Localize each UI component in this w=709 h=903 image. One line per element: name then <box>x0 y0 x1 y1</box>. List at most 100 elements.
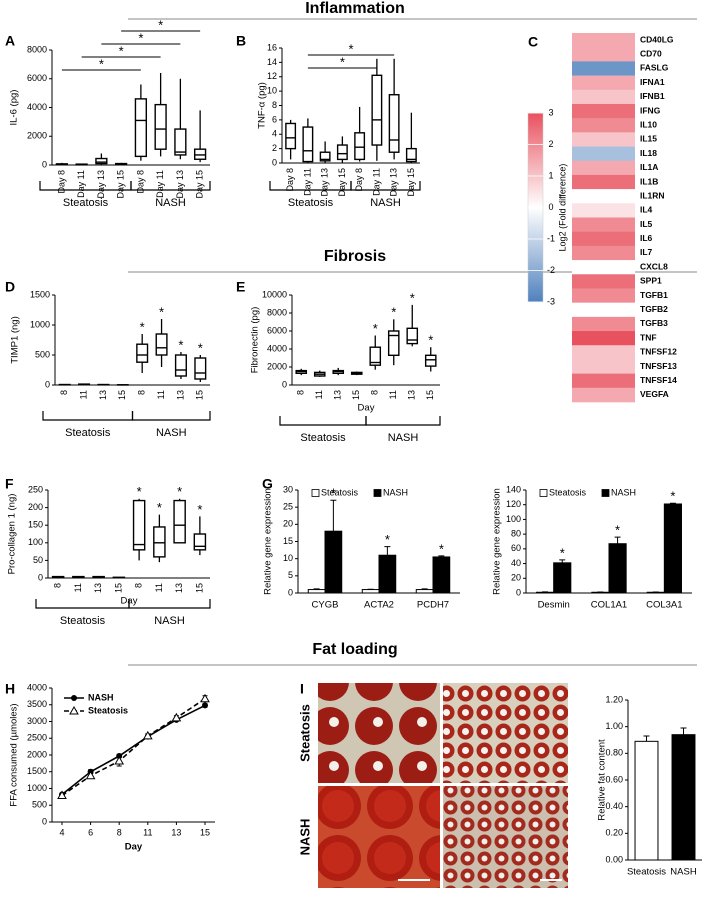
group-label: NASH <box>370 197 401 209</box>
box <box>405 147 417 163</box>
x-tick-label: 11 <box>388 390 398 399</box>
significance-star: * <box>157 500 162 515</box>
y-axis-label: FFA consumed (µmoles) <box>9 703 20 806</box>
gene-label: IFNG <box>640 105 661 115</box>
group-bracket <box>350 181 421 191</box>
heatmap-cell <box>572 331 635 346</box>
y-axis-label: IL-6 (pg) <box>9 90 20 126</box>
micrograph <box>443 683 568 783</box>
x-tick-label: Day 15 <box>406 168 416 197</box>
x-tick-label: Day 13 <box>96 170 106 199</box>
panel-label: A <box>5 33 15 49</box>
y-tick-label: 0.60 <box>605 774 623 784</box>
group-label: NASH <box>154 615 185 627</box>
gene-label: IFNA1 <box>640 77 665 87</box>
y-tick-label: 140 <box>506 484 521 494</box>
error-bar <box>330 499 337 532</box>
heatmap-cell <box>572 75 635 91</box>
y-tick-label: 5 <box>288 570 293 580</box>
group-label: Steatosis <box>288 197 334 209</box>
x-tick-label: NASH <box>670 867 697 878</box>
significance-star: * <box>615 523 620 538</box>
group-bracket <box>35 599 130 609</box>
panel-label: F <box>5 476 14 492</box>
gene-label: VEGFA <box>640 389 669 399</box>
gene-label: IL10 <box>640 120 657 130</box>
group-bracket <box>131 411 211 421</box>
heatmap-cell <box>572 132 635 147</box>
heatmap-cell <box>572 61 635 76</box>
y-tick-label: 10 <box>283 553 293 563</box>
y-tick-label: 4000 <box>27 682 47 692</box>
y-tick-label: 8000 <box>267 307 287 317</box>
y-tick-label: 0 <box>42 159 47 169</box>
heatmap-cell <box>572 274 635 289</box>
x-axis-label: Day <box>125 842 143 853</box>
legend-label: NASH <box>383 487 408 497</box>
box <box>174 354 187 377</box>
y-axis-label: Relative gene expression <box>492 488 503 595</box>
x-tick-label: 4 <box>59 827 64 837</box>
gene-label: TGFB1 <box>640 290 668 300</box>
x-tick-label: Day 11 <box>371 168 381 196</box>
y-tick-label: 2500 <box>27 733 47 743</box>
legend-label: Steatosis <box>321 487 359 497</box>
group-label: NASH <box>155 197 186 209</box>
y-tick-label: 2000 <box>27 131 47 141</box>
gene-label: TNFSF13 <box>640 361 677 371</box>
x-tick-label: 15 <box>200 827 210 837</box>
x-tick-label: Day 8 <box>354 168 364 192</box>
x-tick-label: Day 11 <box>76 170 86 198</box>
x-tick-label: 11 <box>314 390 324 399</box>
significance-star: * <box>670 489 675 504</box>
gene-label: CD40LG <box>640 34 674 44</box>
box <box>154 103 167 150</box>
y-tick-label: 80 <box>511 529 521 539</box>
y-tick-label: 25 <box>283 502 293 512</box>
box <box>285 122 297 150</box>
legend-swatch <box>601 489 610 497</box>
significance-star: * <box>99 56 104 71</box>
heatmap-cell <box>572 217 635 232</box>
y-tick-label: 1000 <box>27 783 47 793</box>
x-tick-label: Day 15 <box>337 168 347 197</box>
heatmap-cell <box>572 260 635 275</box>
bar <box>663 503 682 594</box>
y-tick-label: 1500 <box>27 766 47 776</box>
y-axis-label: Relative fat content <box>597 739 608 821</box>
x-tick-label: 13 <box>407 390 417 400</box>
significance-star: * <box>348 41 353 56</box>
box <box>387 330 400 356</box>
bar <box>608 543 627 594</box>
box <box>388 94 400 153</box>
y-tick-label: 0.00 <box>605 854 623 864</box>
x-tick-label: 6 <box>88 827 93 837</box>
y-tick-label: 0 <box>45 379 50 389</box>
heatmap-cell <box>572 316 635 332</box>
x-tick-label: 8 <box>296 390 306 395</box>
panel-label: C <box>528 34 538 50</box>
y-tick-label: 12 <box>267 71 277 81</box>
group-label: Steatosis <box>65 427 111 439</box>
x-tick-label: Day 15 <box>195 170 205 199</box>
significance-star: * <box>373 321 378 336</box>
box <box>369 346 382 366</box>
colorbar-tick-label: 2 <box>548 139 553 149</box>
line <box>61 698 206 797</box>
y-tick-label: 4 <box>272 129 277 139</box>
y-tick-label: 0.20 <box>605 828 623 838</box>
error-bar <box>438 555 445 557</box>
heatmap-cell <box>572 387 635 403</box>
y-tick-label: 6000 <box>267 325 287 335</box>
gene-label: TGFB2 <box>640 304 668 314</box>
group-bracket <box>279 416 367 426</box>
bar <box>671 734 696 861</box>
box <box>193 533 207 551</box>
error-bar <box>559 559 566 563</box>
gene-label: TNFSF14 <box>640 375 677 385</box>
colorbar-tick-label: -1 <box>547 233 555 243</box>
x-tick-label: Day 11 <box>155 170 165 198</box>
legend-label: Steatosis <box>88 705 128 715</box>
line <box>61 704 206 796</box>
y-tick-label: 60 <box>511 543 521 553</box>
